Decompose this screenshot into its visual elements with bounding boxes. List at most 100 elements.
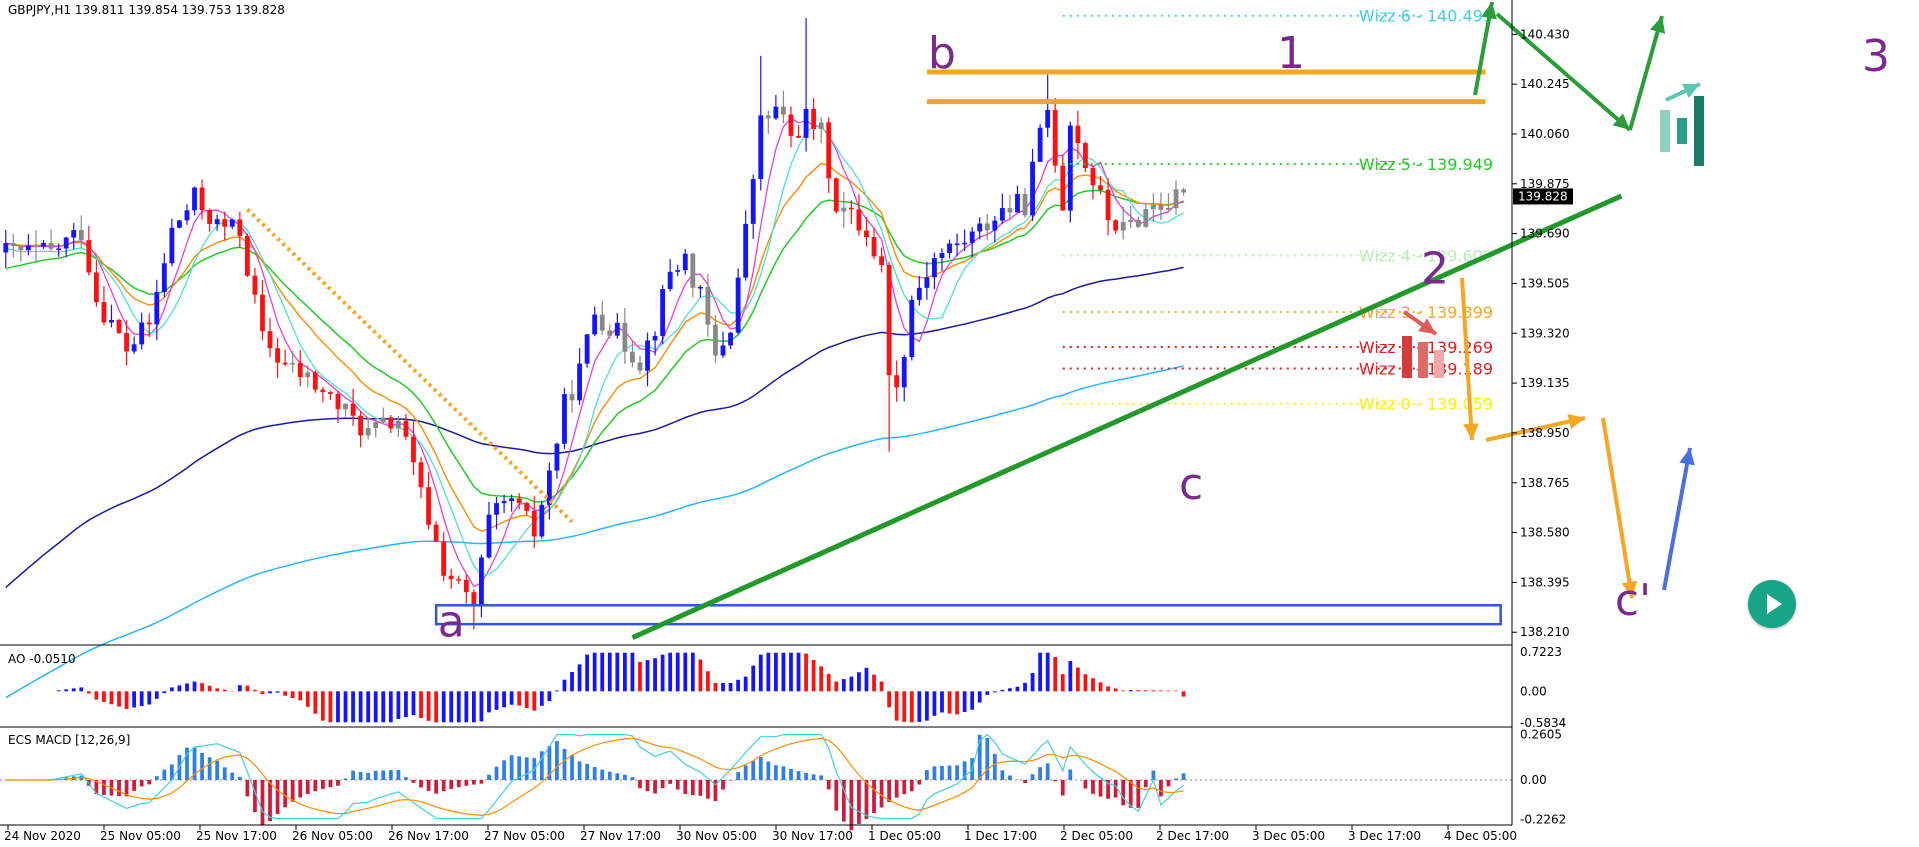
candle-body	[1030, 161, 1035, 216]
candle-body	[630, 351, 635, 363]
x-tick-label: 30 Nov 05:00	[676, 829, 757, 843]
candle-body	[441, 541, 447, 576]
candle-body	[48, 242, 54, 249]
macd-title: ECS MACD [12,26,9]	[8, 733, 130, 747]
candle-body	[713, 324, 718, 356]
cyan-ma-line	[5, 125, 1184, 576]
candle-body	[1120, 222, 1126, 231]
x-tick-label: 30 Nov 17:00	[772, 829, 853, 843]
candle-body	[63, 237, 69, 249]
y-tick-label: 139.320	[1520, 326, 1570, 340]
candle-body	[516, 498, 522, 503]
candle-body	[758, 115, 764, 180]
candle-body	[139, 322, 145, 345]
wizz-level-label: Wizz 6 - 140.499	[1359, 7, 1493, 26]
candle-body	[954, 243, 960, 246]
x-tick-label: 3 Dec 17:00	[1348, 829, 1421, 843]
orange-ema-line	[5, 162, 1184, 532]
candle-body	[841, 207, 847, 212]
candle-body	[584, 334, 590, 364]
x-tick-label: 27 Nov 05:00	[484, 829, 565, 843]
candle-body	[1158, 204, 1164, 210]
play-button[interactable]	[1748, 580, 1796, 628]
candle-body	[78, 230, 84, 241]
current-price-label: 139.828	[1518, 189, 1568, 203]
macd-tick-label: 0.2605	[1520, 727, 1562, 741]
candle-body	[267, 331, 273, 349]
candle-body	[448, 575, 454, 580]
bullish-bars-icon	[1677, 118, 1687, 144]
arrow-up-2-head	[1650, 16, 1666, 34]
candle-body	[177, 220, 182, 228]
wizz-level-label: Wizz 0 - 139.059	[1359, 395, 1493, 414]
x-tick-label: 2 Dec 05:00	[1060, 829, 1133, 843]
x-tick-label: 25 Nov 05:00	[100, 829, 181, 843]
y-tick-label: 139.505	[1520, 276, 1570, 290]
candle-body	[297, 362, 303, 378]
candle-body	[833, 178, 839, 212]
candle-body	[56, 248, 62, 251]
candle-body	[554, 443, 560, 471]
ao-title: AO -0.0510	[8, 652, 76, 666]
candle-body	[1037, 127, 1043, 162]
candle-body	[999, 208, 1005, 221]
ao-tick-label: -0.5834	[1520, 716, 1566, 730]
arrow-up-1-head	[1481, 2, 1497, 20]
candle-body	[494, 503, 499, 515]
candle-body	[848, 207, 854, 210]
candle-body	[1150, 204, 1156, 210]
candle-body	[788, 114, 794, 136]
candle-body	[901, 357, 907, 388]
candle-body	[1007, 208, 1013, 213]
candle-body	[864, 230, 869, 238]
x-tick-label: 26 Nov 05:00	[292, 829, 373, 843]
ao-tick-label: 0.7223	[1520, 645, 1562, 659]
macd-signal-line	[5, 737, 1184, 817]
candle-body	[660, 289, 666, 336]
candle-body	[705, 286, 711, 325]
candle-body	[871, 237, 877, 257]
candle-body	[781, 106, 786, 115]
candle-body	[682, 253, 688, 271]
candle-body	[1135, 219, 1141, 227]
ao-tick-label: 0.00	[1520, 684, 1547, 698]
bullish-bars-icon	[1694, 96, 1704, 166]
candle-body	[984, 223, 990, 231]
candle-body	[184, 210, 190, 221]
y-tick-label: 140.245	[1520, 77, 1570, 91]
candle-body	[86, 240, 92, 273]
candle-body	[282, 362, 288, 365]
candle-body	[229, 219, 235, 227]
candle-body	[1098, 185, 1103, 190]
candle-body	[645, 340, 650, 371]
downtrend-line	[245, 207, 574, 524]
candle-body	[116, 319, 122, 333]
candle-body	[335, 393, 341, 410]
candle-body	[750, 179, 756, 224]
candle-body	[992, 220, 998, 231]
candle-body	[101, 302, 107, 323]
candle-body	[939, 253, 945, 258]
candle-body	[879, 256, 884, 265]
candle-body	[539, 504, 545, 537]
y-tick-label: 138.580	[1520, 526, 1570, 540]
candle-body	[260, 294, 265, 332]
y-tick-label: 139.690	[1520, 227, 1570, 241]
wizz-level-label: Wizz 5 - 139.949	[1359, 155, 1493, 174]
wave-label: 2	[1421, 244, 1449, 295]
bearish-bars-icon	[1434, 350, 1444, 378]
candle-body	[826, 122, 832, 179]
candle-body	[886, 264, 892, 376]
x-tick-label: 26 Nov 17:00	[388, 829, 469, 843]
chart-header: GBPJPY,H1 139.811 139.854 139.753 139.82…	[8, 3, 285, 17]
current-price-box	[1513, 188, 1573, 205]
candle-body	[426, 487, 431, 525]
candle-body	[803, 108, 809, 138]
y-tick-label: 139.135	[1520, 376, 1570, 390]
candle-body	[373, 422, 379, 428]
candle-body	[1166, 208, 1171, 210]
x-tick-label: 1 Dec 17:00	[964, 829, 1037, 843]
bullish-bars-icon	[1660, 110, 1670, 152]
candle-body	[1113, 220, 1119, 231]
